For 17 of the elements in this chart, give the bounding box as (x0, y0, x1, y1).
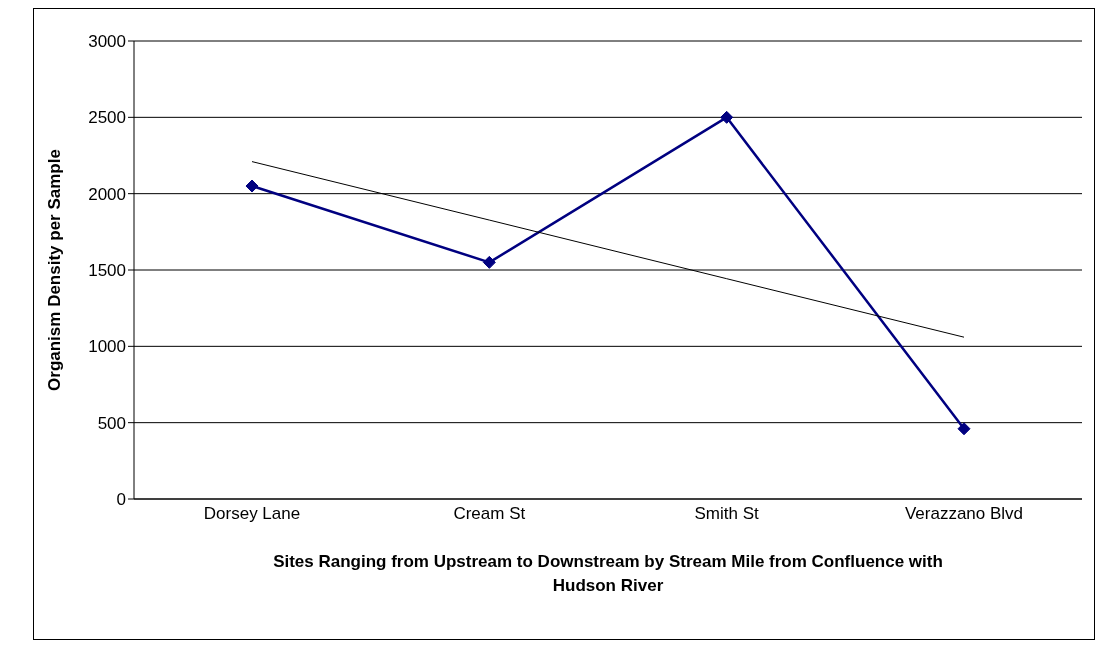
x-tick-label: Smith St (694, 504, 760, 524)
point (720, 110, 734, 124)
x-axis-title: Sites Ranging from Upstream to Downstream by Stream Mile from Confluence with Hudson River (273, 552, 943, 595)
y-tick-label: 0 (116, 490, 126, 510)
y-axis-title: Organism Density per Sample (45, 149, 65, 391)
y-tick-label: 500 (97, 413, 126, 433)
point (245, 179, 259, 193)
x-tick-label: Verazzano Blvd (904, 504, 1024, 524)
x-tick-label: Cream St (453, 504, 526, 524)
y-tick-label: 2000 (88, 184, 126, 204)
point (482, 255, 496, 269)
y-tick-label: 3000 (88, 32, 126, 52)
point (957, 422, 971, 436)
x-tick-label: Dorsey Lane (203, 504, 301, 524)
y-tick-label: 1000 (88, 337, 126, 357)
y-tick-label: 2500 (88, 108, 126, 128)
y-tick-label: 1500 (88, 261, 126, 281)
